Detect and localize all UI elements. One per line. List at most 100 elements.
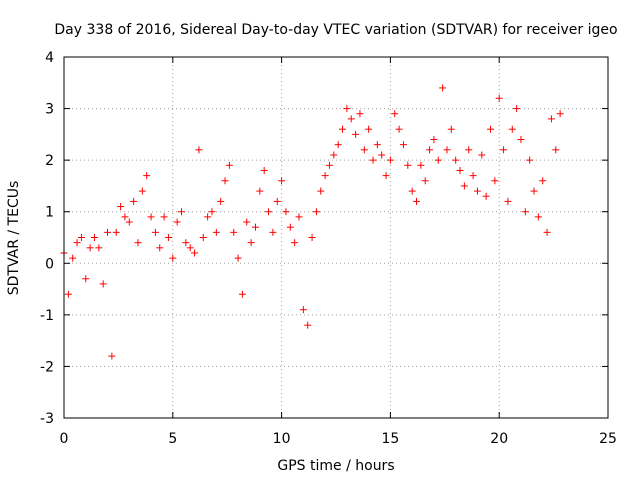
data-point [500, 146, 508, 154]
y-tick-label: -1 [40, 308, 54, 324]
data-point [413, 197, 421, 205]
data-point [391, 110, 399, 118]
data-point [482, 192, 490, 200]
data-point [317, 187, 325, 195]
data-point [151, 228, 159, 236]
data-point [251, 223, 259, 231]
y-tick-label: 4 [45, 50, 54, 66]
data-point [269, 228, 277, 236]
data-point [330, 151, 338, 159]
data-point [64, 290, 72, 298]
data-point [104, 228, 112, 236]
data-point [291, 239, 299, 247]
data-point [408, 187, 416, 195]
data-point [191, 249, 199, 257]
data-point [182, 239, 190, 247]
plot-frame [63, 56, 609, 419]
data-point [143, 172, 151, 180]
y-tick-label: 2 [45, 153, 54, 169]
data-point [295, 213, 303, 221]
data-point [417, 161, 425, 169]
data-point [373, 141, 381, 149]
data-point [304, 321, 312, 329]
data-point [352, 130, 360, 138]
data-point [465, 146, 473, 154]
data-point [356, 110, 364, 118]
data-point [495, 94, 503, 102]
data-point [243, 218, 251, 226]
data-point [308, 234, 316, 241]
data-point [160, 213, 168, 221]
data-point [99, 280, 107, 288]
data-point [138, 187, 146, 195]
data-point [530, 187, 538, 195]
y-tick-label: 3 [45, 102, 54, 118]
data-point [208, 208, 216, 216]
data-point [369, 156, 377, 164]
data-point [278, 177, 286, 185]
data-point [273, 197, 281, 205]
data-point [265, 208, 273, 216]
x-tick-label: 25 [599, 431, 617, 447]
data-point [404, 161, 412, 169]
data-point [186, 244, 194, 252]
data-point [77, 234, 85, 241]
y-tick-label: 1 [45, 205, 54, 221]
data-point [360, 146, 368, 154]
data-point [521, 208, 529, 216]
data-point [447, 125, 455, 133]
data-point [486, 125, 494, 133]
data-point [86, 244, 94, 252]
data-point [343, 105, 351, 113]
data-point [534, 213, 542, 221]
grid-lines [64, 57, 608, 418]
x-tick-label: 10 [273, 431, 291, 447]
data-point [378, 151, 386, 159]
data-point [469, 172, 477, 180]
data-point [112, 228, 120, 236]
y-axis-ticks: -3 -2 -1 0 1 2 3 4 [40, 50, 608, 427]
data-point [526, 156, 534, 164]
data-point [460, 182, 468, 190]
data-point [382, 172, 390, 180]
data-point [421, 177, 429, 185]
data-point [178, 208, 186, 216]
data-point [238, 290, 246, 298]
data-point [399, 141, 407, 149]
data-point [195, 146, 203, 154]
x-tick-label: 15 [381, 431, 399, 447]
data-point [386, 156, 394, 164]
data-point [365, 125, 373, 133]
y-tick-label: 0 [45, 256, 54, 272]
y-tick-label: -2 [40, 359, 54, 375]
data-point [478, 151, 486, 159]
data-point [334, 141, 342, 149]
x-tick-label: 0 [60, 431, 69, 447]
data-points [60, 84, 564, 360]
data-point [347, 115, 355, 123]
y-axis-label: SDTVAR / TECUs [6, 181, 22, 296]
data-point [217, 197, 225, 205]
data-point [212, 228, 220, 236]
x-tick-label: 5 [168, 431, 177, 447]
data-point [169, 254, 177, 262]
data-point [204, 213, 212, 221]
data-point [547, 115, 555, 123]
data-point [552, 146, 560, 154]
data-point [339, 125, 347, 133]
data-point [504, 197, 512, 205]
data-point [225, 161, 233, 169]
data-point [90, 234, 98, 241]
data-point [543, 228, 551, 236]
x-axis-ticks: 0 5 10 15 20 25 [60, 57, 617, 447]
data-point [121, 213, 129, 221]
data-point [439, 84, 447, 92]
data-point [456, 166, 464, 174]
data-point [234, 254, 242, 262]
data-point [452, 156, 460, 164]
data-point [117, 203, 125, 211]
data-point [473, 187, 481, 195]
data-point [247, 239, 255, 247]
data-point [286, 223, 294, 231]
